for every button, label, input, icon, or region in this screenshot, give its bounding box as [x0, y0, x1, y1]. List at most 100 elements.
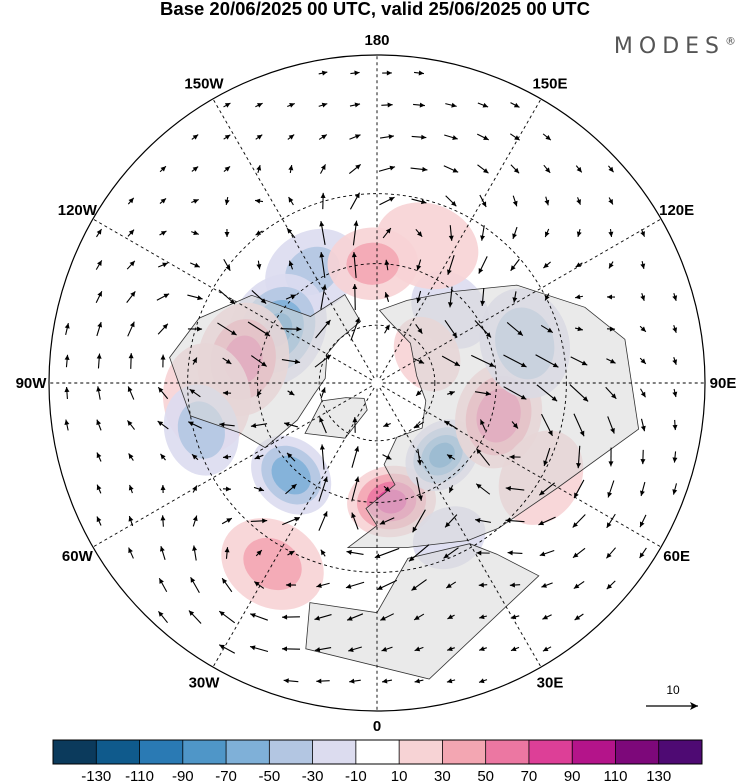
anomaly-cell — [251, 435, 332, 515]
wind-arrow — [480, 225, 486, 241]
wind-arrow — [476, 550, 490, 556]
wind-arrow — [510, 258, 520, 272]
wind-arrow — [320, 387, 326, 399]
wind-arrow — [639, 514, 647, 528]
wind-arrow — [192, 357, 198, 365]
wind-arrow — [414, 646, 424, 652]
colorbar-swatch — [182, 740, 227, 764]
wind-arrow — [639, 325, 647, 333]
wind-arrow — [250, 613, 268, 621]
wind-arrow — [127, 197, 135, 205]
wind-arrow — [251, 355, 267, 367]
colorbar-tick-label: -110 — [125, 768, 154, 783]
wind-arrow — [543, 164, 551, 174]
wind-arrow — [572, 514, 586, 528]
wind-arrow — [285, 483, 297, 495]
wind-arrow — [382, 227, 392, 239]
wind-arrow — [191, 453, 199, 461]
wind-arrow — [448, 225, 454, 241]
wind-arrow — [505, 486, 525, 491]
wind-arrow — [126, 260, 136, 270]
wind-arrow — [474, 320, 492, 338]
wind-arrow — [477, 102, 489, 108]
wind-arrow — [512, 291, 518, 303]
wind-arrow — [351, 512, 359, 530]
wind-arrow — [191, 134, 199, 140]
wind-arrow — [605, 386, 617, 400]
longitude-label: 120W — [58, 202, 98, 219]
wind-arrow — [281, 359, 301, 365]
colorbar-swatch — [53, 740, 97, 764]
wind-arrow — [96, 228, 102, 238]
wind-arrow — [538, 516, 556, 526]
wind-arrow — [350, 317, 360, 341]
wind-arrow — [444, 514, 458, 528]
modes-logo: MODES® — [613, 34, 736, 59]
wind-arrow — [160, 484, 166, 494]
wind-arrow — [574, 613, 584, 621]
wind-arrow — [608, 261, 614, 269]
colorbar-tick-label: -130 — [81, 768, 111, 783]
wind-arrow — [447, 646, 455, 652]
latitude-circle — [318, 324, 436, 442]
longitude-label: 150E — [532, 75, 567, 92]
wind-arrow — [416, 477, 423, 501]
wind-arrow — [128, 484, 134, 494]
wind-arrow — [315, 319, 331, 339]
wind-arrow — [249, 645, 269, 653]
wind-arrow — [187, 421, 203, 429]
wind-arrow — [250, 518, 268, 524]
colorbar-tick-label: 50 — [477, 768, 494, 783]
wind-arrow — [478, 582, 488, 588]
wind-arrow — [415, 389, 423, 397]
continent-outline — [346, 284, 640, 548]
wind-arrow — [445, 581, 457, 589]
wind-arrow — [95, 290, 103, 304]
reference-vector-label: 10 — [666, 683, 680, 697]
wind-arrow — [640, 418, 646, 432]
wind-arrow — [374, 547, 400, 559]
wind-arrow — [509, 582, 521, 588]
longitude-label: 60W — [62, 548, 94, 565]
wind-arrow — [256, 165, 262, 173]
wind-arrow — [474, 391, 492, 396]
wind-arrow — [416, 259, 422, 271]
colorbar-tick-label: 70 — [521, 768, 538, 783]
wind-arrow — [408, 544, 430, 562]
wind-arrow — [318, 476, 328, 502]
wind-arrow — [506, 322, 524, 336]
wind-arrow — [224, 196, 230, 206]
wind-arrow — [416, 290, 422, 304]
wind-arrow — [447, 286, 453, 308]
colorbar-swatch — [528, 740, 573, 764]
wind-arrow — [479, 419, 487, 431]
wind-arrow — [287, 390, 295, 396]
wind-arrow — [190, 576, 200, 594]
wind-arrow — [382, 70, 392, 76]
wind-arrow — [411, 134, 427, 140]
wind-arrow — [64, 323, 70, 335]
wind-arrow — [544, 196, 550, 206]
wind-arrow — [505, 518, 525, 524]
wind-arrow — [672, 451, 678, 463]
wind-arrow — [414, 678, 424, 684]
wind-arrow — [384, 324, 390, 334]
wind-arrow — [255, 549, 263, 557]
wind-arrow — [640, 388, 646, 398]
wind-arrow — [443, 547, 459, 559]
wind-arrow — [251, 290, 267, 304]
wind-arrow — [447, 390, 455, 396]
wind-arrow — [445, 195, 457, 207]
longitude-label: 90W — [16, 375, 48, 392]
wind-arrow — [575, 262, 583, 268]
continent-outline — [304, 397, 368, 439]
wind-arrow — [478, 678, 488, 684]
wind-arrow — [351, 476, 360, 502]
wind-arrow — [576, 445, 582, 469]
wind-arrow — [378, 165, 396, 172]
longitude-label: 90E — [710, 375, 737, 392]
wind-arrow — [247, 321, 271, 337]
longitude-label: 0 — [373, 718, 381, 735]
wind-arrow — [285, 582, 297, 588]
wind-arrow — [255, 134, 263, 140]
